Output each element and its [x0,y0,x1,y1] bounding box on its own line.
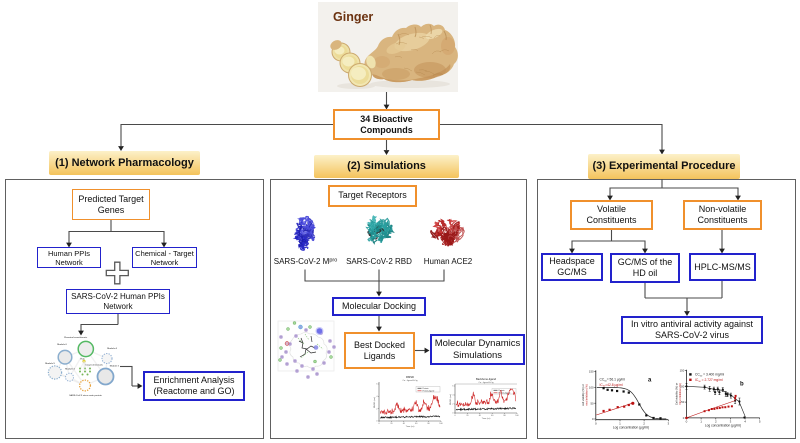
svg-text:RMSD (nm): RMSD (nm) [450,394,452,405]
svg-text:Module 3: Module 3 [65,368,75,370]
svg-text:100: 100 [515,415,518,417]
svg-text:Protein-ligand: Protein-ligand [423,390,435,393]
svg-text:6: 6 [452,386,453,388]
svg-text:2: 2 [715,420,717,424]
svg-text:viral inhibition (%): viral inhibition (%) [585,384,589,405]
svg-text:100: 100 [680,384,685,388]
svg-text:cell viability (%) or: cell viability (%) or [581,384,585,406]
svg-text:Module 4: Module 4 [107,347,117,350]
svg-text:Backbone-ligand: Backbone-ligand [476,377,497,381]
svg-text:Viral inhibition (%): Viral inhibition (%) [678,383,682,405]
svg-text:0: 0 [592,417,594,421]
svg-text:1: 1 [700,420,702,424]
svg-text:0: 0 [378,423,379,425]
svg-text:20: 20 [390,423,392,425]
svg-text:Cell viability (%) or: Cell viability (%) or [675,383,679,405]
svg-text:4: 4 [452,395,453,397]
svg-text:40: 40 [479,415,481,417]
svg-text:100: 100 [589,386,594,390]
svg-text:Protein-ligand: Protein-ligand [499,392,511,395]
svg-text:40: 40 [403,423,405,425]
svg-text:IC50=42.8 µg/ml: IC50=42.8 µg/ml [600,383,623,388]
svg-text:Cα - ligand fit lig: Cα - ligand fit lig [403,379,419,382]
svg-text:Hub: Hub [80,359,85,361]
svg-text:20: 20 [466,415,468,417]
svg-text:Chemical constituents: Chemical constituents [64,336,88,339]
svg-text:80: 80 [428,423,430,425]
svg-text:Time (ns): Time (ns) [406,426,415,428]
svg-text:Target chemicals: Target chemicals [85,363,103,366]
svg-text:a: a [648,378,652,384]
svg-text:0: 0 [452,413,453,415]
svg-text:Log concentration (µg/ml): Log concentration (µg/ml) [705,423,741,427]
svg-text:IC50 = 2.727 mg/ml: IC50 = 2.727 mg/ml [695,378,723,383]
svg-text:Protein: Protein [423,387,429,390]
svg-text:60: 60 [491,415,493,417]
svg-text:Module 5: Module 5 [45,363,55,365]
svg-text:RMSD (nm): RMSD (nm) [374,397,376,408]
svg-text:Module 6: Module 6 [57,344,67,346]
svg-text:Log concentration (µg/ml): Log concentration (µg/ml) [613,425,649,429]
svg-text:SARS-CoV-2 virus main protein: SARS-CoV-2 virus main protein [69,394,102,397]
svg-text:0: 0 [376,421,377,423]
svg-text:6: 6 [376,384,377,386]
svg-text:3: 3 [730,420,732,424]
svg-text:50: 50 [590,401,594,405]
svg-text:5: 5 [759,420,761,424]
svg-text:2: 2 [376,408,377,410]
svg-text:0: 0 [595,421,597,425]
svg-text:4: 4 [744,420,746,424]
svg-text:b: b [740,382,744,388]
svg-text:150: 150 [680,369,685,373]
svg-text:RMSD: RMSD [406,375,414,379]
svg-text:1: 1 [619,421,621,425]
svg-text:CC50 = 3.400 mg/ml: CC50 = 3.400 mg/ml [695,373,724,378]
svg-text:0: 0 [683,416,685,420]
svg-text:3: 3 [667,421,669,425]
svg-text:80: 80 [504,415,506,417]
svg-text:CC50= 56.1 µg/ml: CC50= 56.1 µg/ml [600,378,626,383]
svg-text:Cα - ligand fit lig: Cα - ligand fit lig [479,381,495,384]
svg-text:Module 1: Module 1 [110,366,120,368]
svg-text:2: 2 [643,421,645,425]
svg-text:2: 2 [452,404,453,406]
svg-text:4: 4 [376,396,377,398]
svg-text:Time (ns): Time (ns) [482,418,491,420]
svg-text:150: 150 [589,370,594,374]
svg-text:0: 0 [686,420,688,424]
svg-text:50: 50 [681,400,685,404]
svg-text:Protein: Protein [499,389,505,392]
svg-text:60: 60 [415,423,417,425]
svg-text:100: 100 [439,423,442,425]
svg-text:0: 0 [454,415,455,417]
